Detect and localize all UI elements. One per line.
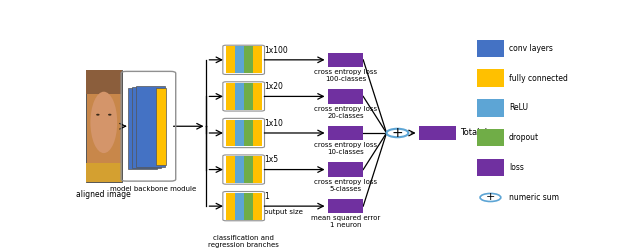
Bar <box>244 46 253 73</box>
Text: mean squared error
1 neuron: mean squared error 1 neuron <box>311 215 380 228</box>
Text: cross entropy loss
100-classes: cross entropy loss 100-classes <box>314 69 377 82</box>
Circle shape <box>387 129 408 137</box>
Text: 1x100: 1x100 <box>264 46 288 55</box>
Bar <box>86 70 122 94</box>
Bar <box>86 70 122 182</box>
Text: model backbone module: model backbone module <box>110 186 196 192</box>
Bar <box>226 46 235 73</box>
Bar <box>477 40 504 57</box>
Text: fully connected: fully connected <box>509 74 568 83</box>
Text: 1x10: 1x10 <box>264 119 283 128</box>
Ellipse shape <box>108 114 111 116</box>
Bar <box>328 89 364 104</box>
Text: output size: output size <box>264 209 303 215</box>
Bar <box>235 83 244 110</box>
Text: aligned image: aligned image <box>76 190 131 199</box>
Bar <box>328 52 364 67</box>
Bar <box>136 86 165 167</box>
Text: cross entropy loss
5-classes: cross entropy loss 5-classes <box>314 179 377 192</box>
Ellipse shape <box>90 92 117 153</box>
Bar <box>253 120 262 146</box>
Bar <box>86 163 122 182</box>
Text: Total  loss: Total loss <box>460 128 500 138</box>
Bar <box>328 199 364 213</box>
Text: numeric sum: numeric sum <box>509 193 559 202</box>
Bar <box>226 193 235 220</box>
Bar <box>132 87 161 168</box>
Bar <box>128 88 157 168</box>
Bar <box>244 193 253 220</box>
Bar <box>328 126 364 140</box>
Text: classification and
regression branches: classification and regression branches <box>208 235 279 248</box>
Bar <box>244 83 253 110</box>
Text: cross entropy loss
20-classes: cross entropy loss 20-classes <box>314 106 377 118</box>
Circle shape <box>480 194 501 202</box>
Text: +: + <box>392 126 403 140</box>
Bar <box>244 120 253 146</box>
Bar <box>226 156 235 183</box>
Bar <box>477 99 504 117</box>
Bar <box>226 83 235 110</box>
Text: 1x20: 1x20 <box>264 82 283 91</box>
Bar <box>244 156 253 183</box>
Bar <box>235 120 244 146</box>
Text: loss: loss <box>509 163 524 172</box>
Bar <box>477 129 504 146</box>
Text: conv layers: conv layers <box>509 44 553 53</box>
Bar <box>235 46 244 73</box>
Bar <box>226 120 235 146</box>
Bar <box>235 193 244 220</box>
Text: +: + <box>486 192 495 202</box>
Bar <box>253 83 262 110</box>
Text: ReLU: ReLU <box>509 104 528 112</box>
Text: 1: 1 <box>264 192 269 201</box>
Bar <box>419 126 456 140</box>
Ellipse shape <box>96 114 100 116</box>
Bar <box>253 193 262 220</box>
Text: cross entropy loss
10-classes: cross entropy loss 10-classes <box>314 142 377 155</box>
Bar <box>328 162 364 177</box>
Bar <box>477 159 504 176</box>
Bar <box>235 156 244 183</box>
Bar <box>156 88 166 165</box>
Text: dropout: dropout <box>509 133 539 142</box>
Bar <box>253 156 262 183</box>
Text: 1x5: 1x5 <box>264 156 278 164</box>
Bar <box>477 70 504 87</box>
Bar <box>253 46 262 73</box>
